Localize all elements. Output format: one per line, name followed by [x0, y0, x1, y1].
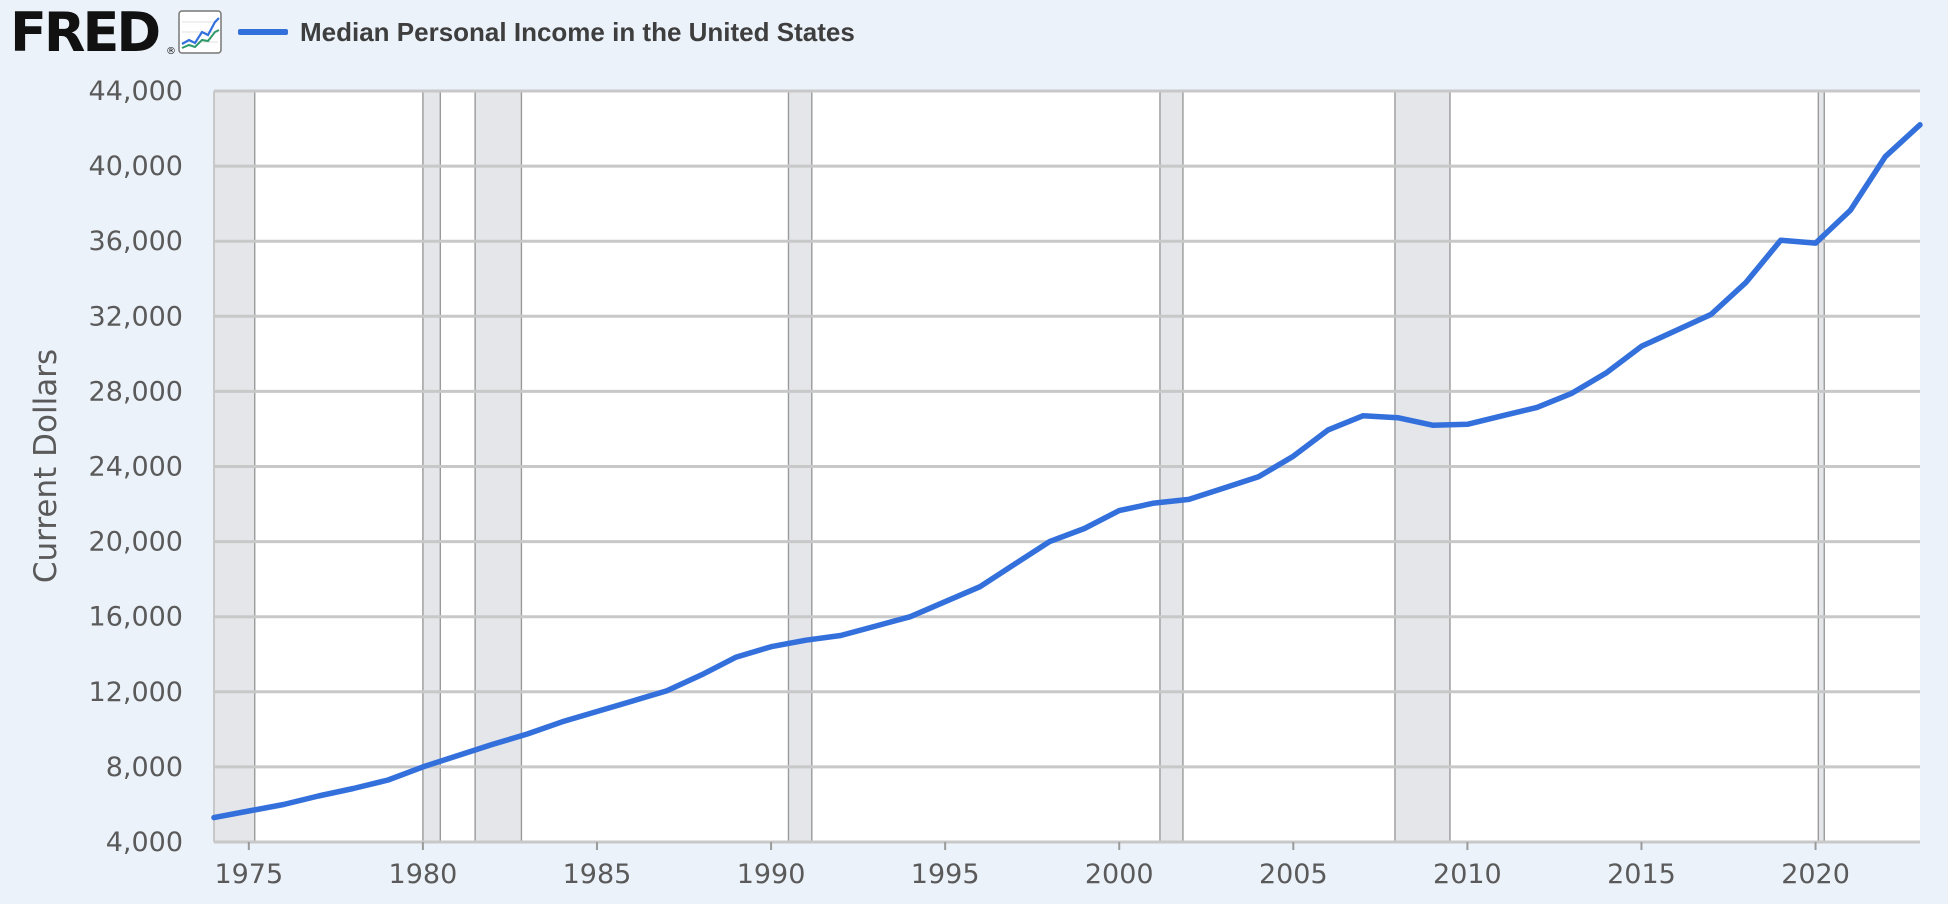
y-tick-label: 28,000	[89, 376, 183, 407]
registered-mark: ®	[166, 46, 176, 57]
series-line-1[interactable]	[211, 122, 1923, 821]
x-tick-label: 1980	[389, 859, 458, 890]
series-lines	[211, 122, 1923, 821]
x-tick-label: 1985	[563, 859, 632, 890]
y-gridlines	[213, 89, 1920, 844]
x-tick-label: 1995	[911, 859, 980, 890]
legend-swatch	[238, 29, 288, 35]
y-tick-label: 4,000	[106, 827, 183, 858]
x-tick-label: 1990	[737, 859, 806, 890]
y-tick-label: 44,000	[89, 76, 183, 107]
x-tick-label: 2005	[1259, 859, 1328, 890]
y-tick-label: 24,000	[89, 452, 183, 483]
y-tick-label: 16,000	[89, 602, 183, 633]
y-axis-title: Current Dollars	[28, 349, 64, 583]
line-graph-icon	[178, 10, 222, 54]
y-tick-label: 20,000	[89, 527, 183, 558]
x-tick-label: 2015	[1607, 859, 1676, 890]
y-tick-label: 8,000	[106, 752, 183, 783]
x-tick-label: 2010	[1433, 859, 1502, 890]
y-tick-labels: 4,000 8,000 12,000 16,000 20,000 24,000 28,000…	[89, 76, 183, 858]
x-tick-label: 2020	[1781, 859, 1850, 890]
y-tick-label: 32,000	[89, 301, 183, 332]
legend-label: Median Personal Income in the United Sta…	[300, 16, 855, 47]
x-tick-label: 2000	[1085, 859, 1154, 890]
fred-logo-text: FRED	[10, 1, 161, 64]
y-tick-label: 12,000	[89, 677, 183, 708]
fred-logo[interactable]: FRED ®	[10, 4, 230, 62]
y-tick-label: 36,000	[89, 226, 183, 257]
chart-legend: Median Personal Income in the United Sta…	[238, 14, 855, 50]
x-tick-label: 1975	[214, 859, 283, 890]
y-tick-label: 40,000	[89, 151, 183, 182]
x-tick-labels: 1975 1980 1985 1990 1995 2000 2005 2010 2015 2020	[214, 842, 1850, 890]
